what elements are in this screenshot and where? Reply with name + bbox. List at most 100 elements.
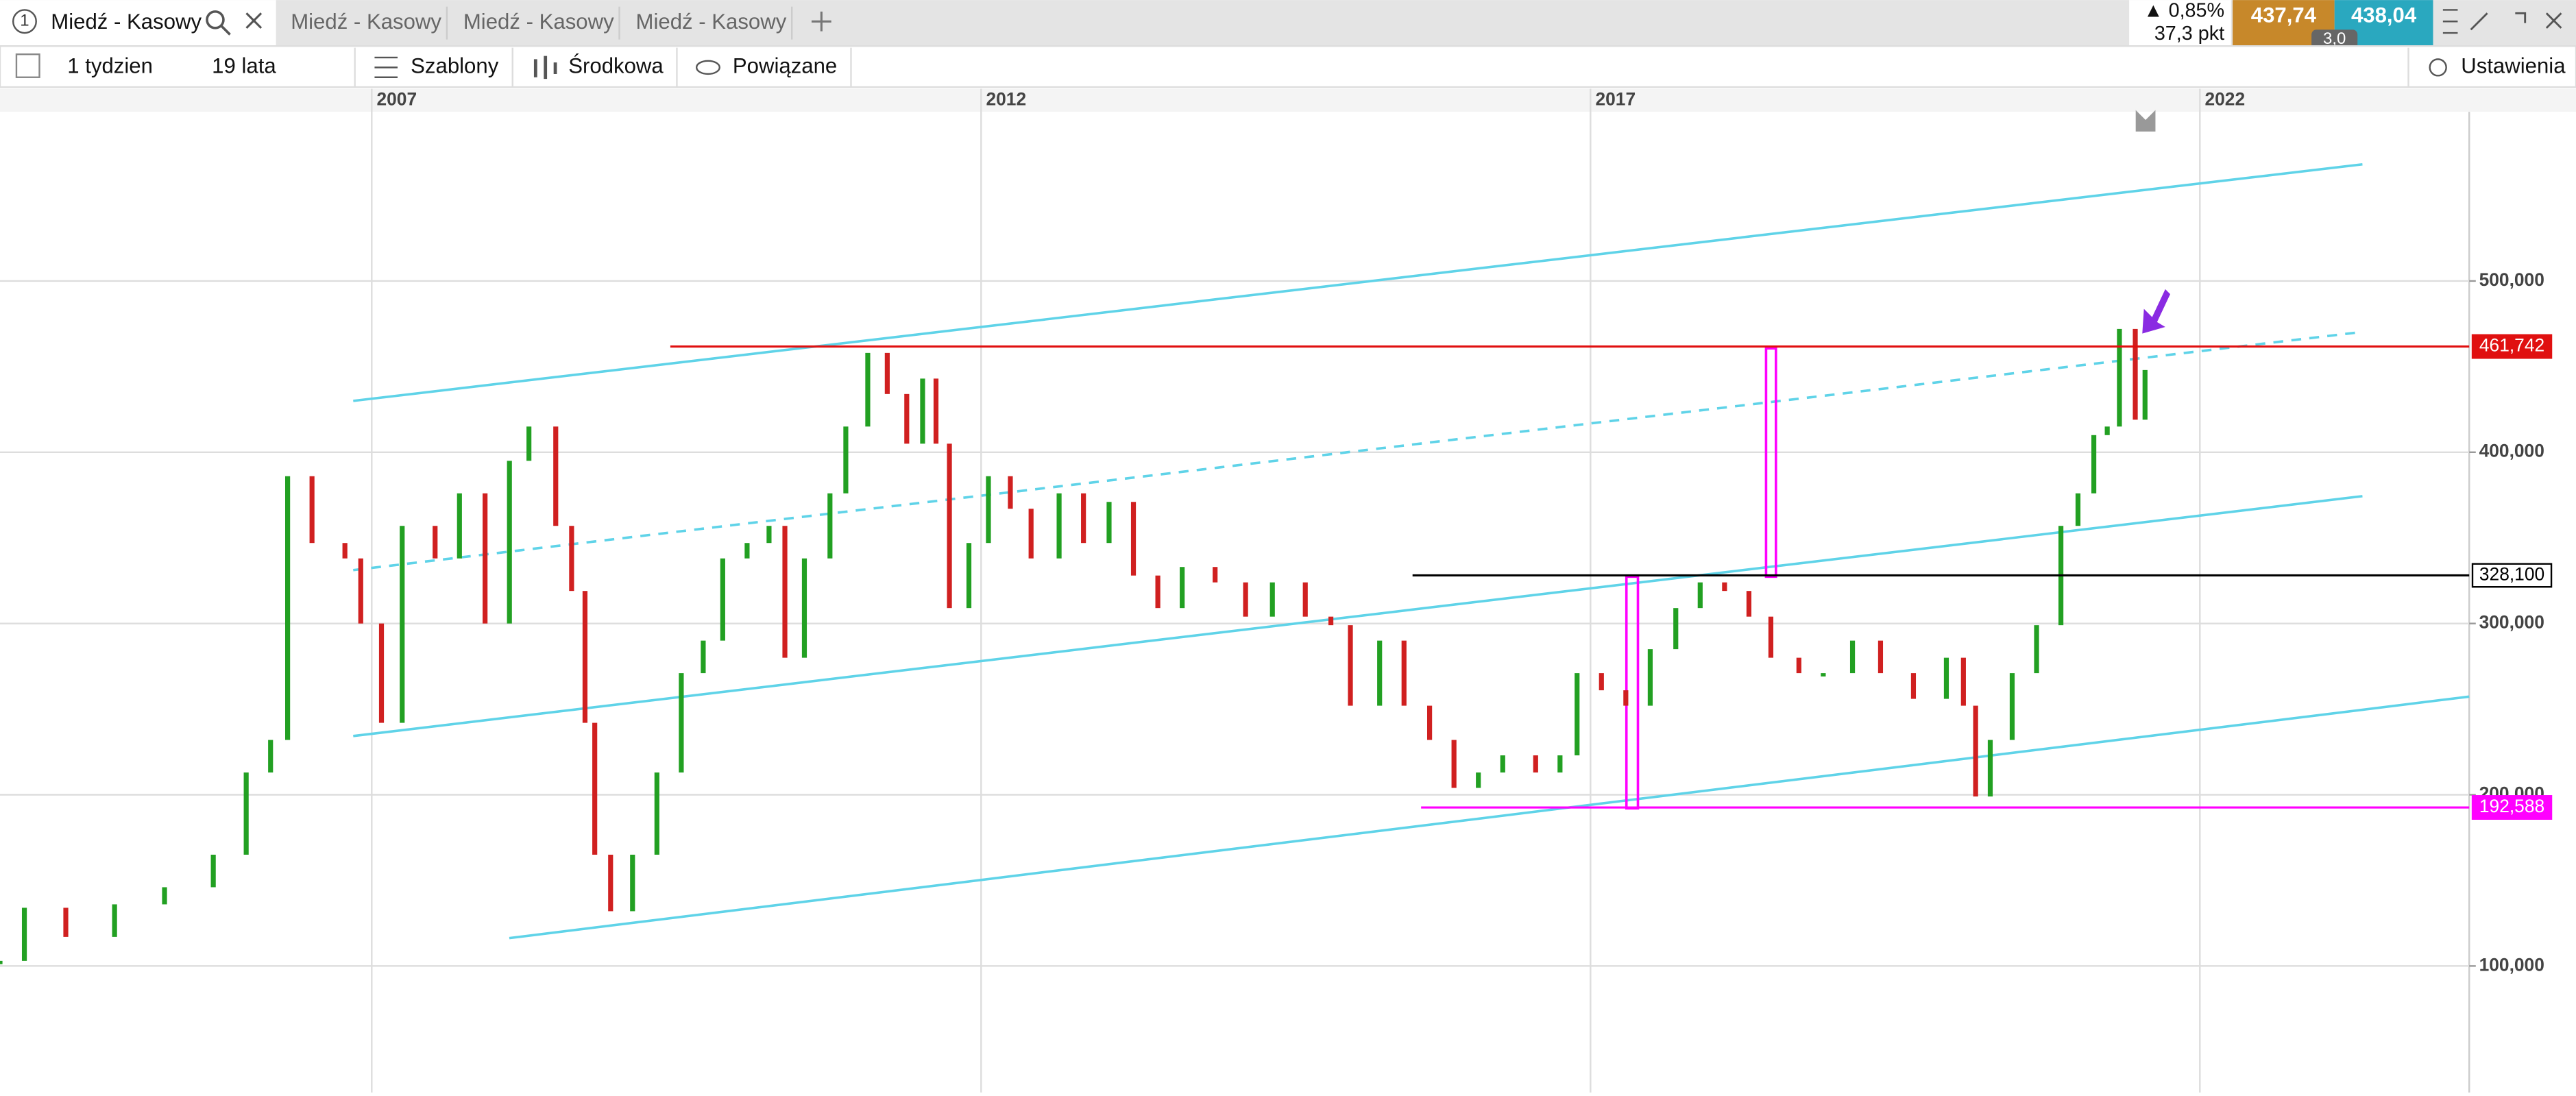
level-label: 461,742 xyxy=(2479,334,2544,355)
candle xyxy=(243,772,249,855)
candle xyxy=(1180,567,1185,609)
candle xyxy=(1302,582,1308,617)
candle xyxy=(1081,493,1086,544)
candle xyxy=(1960,657,1966,706)
candle xyxy=(904,393,910,444)
candle xyxy=(210,854,216,888)
templates-icon xyxy=(374,56,398,78)
candle xyxy=(483,493,488,624)
candle xyxy=(1401,640,1407,706)
candle xyxy=(608,854,613,912)
indicator-icon xyxy=(533,56,557,80)
window-icons[interactable] xyxy=(2470,12,2562,31)
indicator[interactable]: Środkowa xyxy=(568,53,664,78)
x-tick-label: 2017 xyxy=(1595,88,1636,109)
candle xyxy=(843,426,849,494)
level-tag xyxy=(2471,334,2553,359)
candle xyxy=(1796,657,1801,674)
settings[interactable]: Ustawienia xyxy=(2461,54,2566,78)
level-label: 328,100 xyxy=(2479,563,2544,584)
candle xyxy=(1348,625,1353,706)
close-icon[interactable] xyxy=(245,12,263,29)
tab-label[interactable]: Miedź - Kasowy xyxy=(291,10,441,34)
y-tick-label: 300,000 xyxy=(2479,612,2544,633)
candle xyxy=(1647,649,1653,706)
candle xyxy=(2034,625,2039,674)
candle xyxy=(679,673,684,773)
candle xyxy=(1599,673,1604,691)
candle xyxy=(1849,640,1856,674)
candle xyxy=(2133,328,2138,420)
y-tick-label: 400,000 xyxy=(2479,441,2544,461)
candle xyxy=(782,526,788,658)
candle xyxy=(766,526,772,544)
search-icon xyxy=(221,25,231,36)
candle xyxy=(1722,582,1727,592)
candle xyxy=(268,740,274,773)
spread-box xyxy=(2311,29,2358,50)
range[interactable]: 19 lata xyxy=(212,54,276,78)
candle xyxy=(933,378,939,444)
candle xyxy=(801,558,807,658)
menu-icon[interactable] xyxy=(2442,9,2458,34)
candle xyxy=(457,493,462,559)
candle xyxy=(2104,426,2110,435)
candle xyxy=(2117,328,2122,427)
candle xyxy=(1673,608,1679,650)
y-tick-label: 500,000 xyxy=(2479,269,2544,290)
candle xyxy=(1821,673,1826,677)
candle xyxy=(0,960,3,964)
candle xyxy=(1500,755,1505,773)
candle xyxy=(1746,591,1752,617)
search-icon[interactable] xyxy=(206,10,225,29)
tab-label[interactable]: Miedź - Kasowy xyxy=(51,10,202,34)
candle xyxy=(1008,476,1013,509)
related[interactable]: Powiązane xyxy=(733,54,837,78)
x-axis-band xyxy=(0,88,2576,112)
x-tick-label: 2007 xyxy=(376,88,417,109)
candle xyxy=(507,461,512,624)
candle xyxy=(1768,616,1774,658)
candle xyxy=(162,887,167,905)
bid: 437,74 xyxy=(2251,3,2317,27)
candle xyxy=(1910,673,1917,699)
candle xyxy=(582,591,588,723)
candle xyxy=(1451,740,1457,788)
toolbar xyxy=(0,45,2576,88)
level-tag xyxy=(2471,563,2553,588)
trendlines xyxy=(353,162,2470,940)
candle xyxy=(1575,673,1580,756)
candle xyxy=(2091,435,2097,494)
add-tab[interactable] xyxy=(811,11,831,32)
candle xyxy=(1476,772,1481,788)
candle xyxy=(1130,502,1137,576)
active-tab[interactable] xyxy=(0,0,276,47)
tab-label[interactable]: Miedź - Kasowy xyxy=(463,10,614,34)
candle xyxy=(744,543,750,559)
candle xyxy=(1426,705,1433,740)
tab-circle xyxy=(12,9,37,34)
interval[interactable]: 1 tydzien xyxy=(67,54,153,78)
candle xyxy=(63,908,69,937)
candle xyxy=(630,854,635,912)
candle xyxy=(1155,575,1161,609)
arrow-annotation xyxy=(2142,289,2171,334)
templates[interactable]: Szablony xyxy=(411,54,499,78)
trendline xyxy=(353,330,2363,572)
marker-icon xyxy=(2135,110,2156,132)
candle xyxy=(1028,509,1034,559)
candle xyxy=(1623,690,1629,706)
candle xyxy=(1557,755,1563,773)
candle xyxy=(1213,567,1218,583)
layout-icon[interactable] xyxy=(15,53,40,78)
candle xyxy=(1243,582,1248,617)
candle xyxy=(947,443,952,609)
x-tick-label: 2022 xyxy=(2204,88,2245,109)
tab-number: 1 xyxy=(20,12,29,30)
candle xyxy=(865,352,871,427)
candle xyxy=(1106,502,1112,544)
candle xyxy=(569,526,574,592)
tab-label[interactable]: Miedź - Kasowy xyxy=(636,10,787,34)
candle xyxy=(827,493,833,559)
